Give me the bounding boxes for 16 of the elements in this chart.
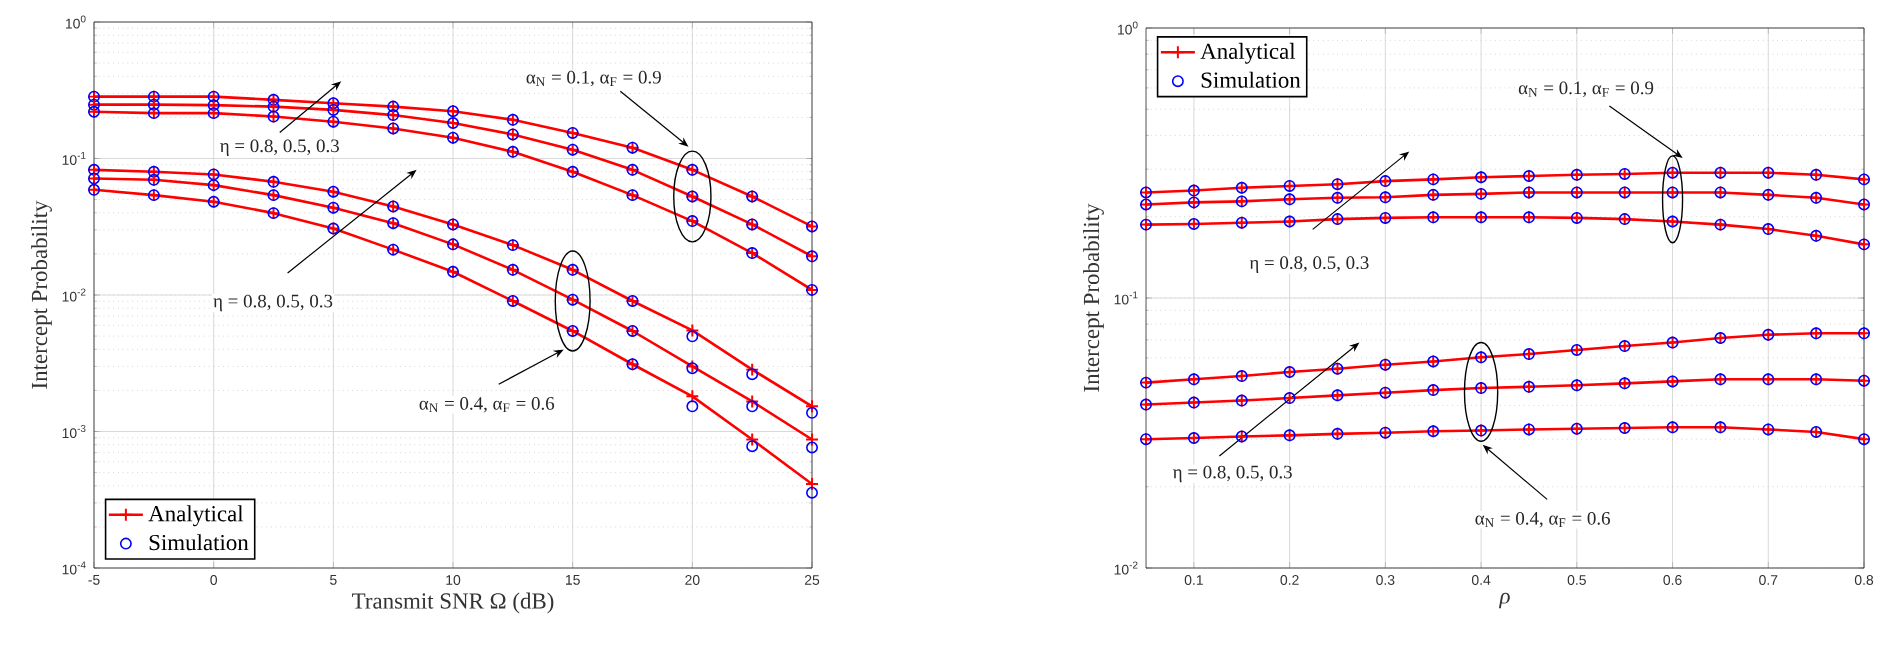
- legend-label: Analytical: [1200, 42, 1296, 64]
- annotation: η = 0.8, 0.5, 0.3: [213, 294, 333, 312]
- x-axis-title: Transmit SNR Ω (dB): [352, 592, 554, 614]
- x-axis-title: ρ: [1498, 592, 1510, 609]
- annotation: α$_{N}$ = 0.1, α$_{F}$ = 0.9: [526, 70, 661, 87]
- annotation: α$_{N}$ = 0.1, α$_{F}$ = 0.9: [1518, 81, 1654, 98]
- annotation: η = 0.8, 0.5, 0.3: [1172, 465, 1292, 483]
- annotation: η = 0.8, 0.5, 0.3: [1249, 256, 1369, 273]
- y-axis-title: Intercept Probability: [1083, 203, 1104, 392]
- annotation: α$_{N}$ = 0.4, α$_{F}$ = 0.6: [1475, 511, 1610, 528]
- legend-label: Simulation: [149, 534, 249, 551]
- legend-label: Simulation: [1201, 71, 1301, 88]
- legend-label: Analytical: [148, 505, 244, 527]
- y-axis-title: Intercept Probability: [31, 200, 52, 389]
- annotation: α$_{N}$ = 0.4, α$_{F}$ = 0.6: [419, 397, 555, 413]
- annotation: η = 0.8, 0.5, 0.3: [220, 139, 339, 157]
